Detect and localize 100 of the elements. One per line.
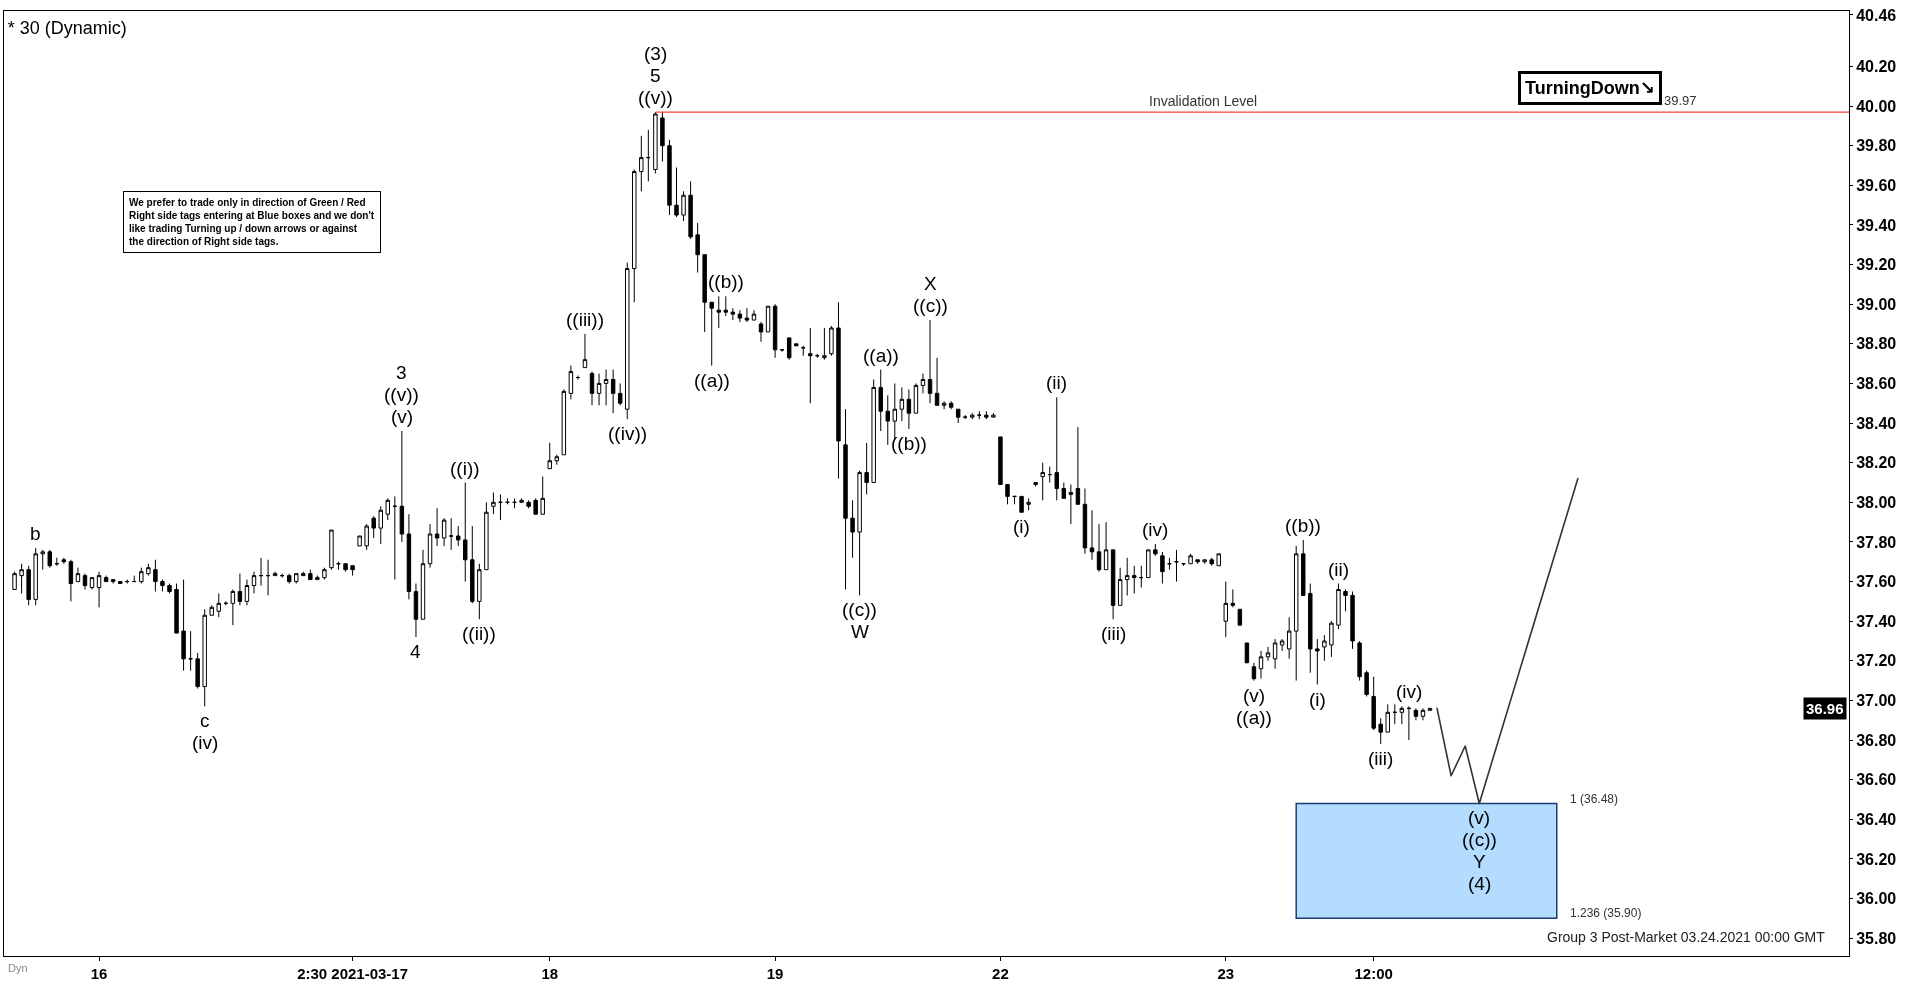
y-tick-label: 38.40	[1856, 414, 1897, 432]
candlestick	[603, 369, 609, 406]
candlestick	[589, 371, 595, 406]
candlestick	[948, 400, 954, 410]
candlestick	[1153, 543, 1158, 557]
candlestick	[343, 563, 348, 573]
candlestick	[188, 630, 193, 672]
candlestick	[1329, 620, 1334, 658]
candlestick	[920, 373, 926, 394]
y-tick-label: 37.60	[1856, 573, 1897, 591]
x-tick-label: 19	[766, 965, 784, 982]
candlestick	[1279, 638, 1285, 652]
candlestick	[357, 535, 362, 547]
candlestick	[1139, 565, 1144, 589]
candlestick	[336, 561, 341, 571]
candlestick	[709, 301, 714, 367]
candlestick	[244, 579, 250, 606]
candlestick	[554, 454, 560, 466]
candlestick	[40, 549, 45, 571]
candlestick	[878, 369, 883, 432]
candlestick	[801, 345, 806, 357]
candlestick	[913, 382, 919, 414]
candlestick	[406, 513, 412, 600]
candlestick	[61, 557, 67, 565]
candlestick	[871, 378, 876, 484]
y-tick-label: 38.20	[1856, 454, 1897, 472]
candlestick	[1103, 521, 1109, 571]
candlestick	[885, 394, 890, 446]
x-tick-label: 12:00	[1354, 965, 1393, 982]
annotation: 4	[410, 641, 421, 662]
x-tick-label: 23	[1217, 965, 1235, 982]
candlestick	[1012, 495, 1017, 505]
candlestick	[674, 167, 679, 218]
candlestick	[1258, 650, 1264, 680]
annotation: ((v))	[638, 87, 673, 108]
candlestick	[624, 262, 630, 420]
annotation: TurningDown↘	[1525, 78, 1655, 98]
annotation: W	[851, 621, 869, 642]
candlestick	[12, 571, 17, 590]
candlestick	[385, 497, 391, 521]
candlestick	[54, 557, 60, 567]
candlestick	[1392, 703, 1398, 725]
candlestick	[174, 583, 179, 634]
candlestick	[1124, 557, 1130, 596]
y-tick-label: 39.00	[1856, 295, 1897, 313]
annotation: ((a))	[1236, 707, 1272, 728]
candlestick	[47, 549, 52, 569]
candlestick	[1110, 549, 1116, 620]
annotation: Y	[1473, 851, 1486, 872]
candlestick	[202, 608, 207, 707]
candlestick	[970, 412, 975, 420]
y-tick-label: 37.20	[1856, 652, 1897, 670]
candlestick	[561, 388, 567, 456]
candlestick	[477, 563, 482, 620]
candlestick	[1286, 616, 1292, 660]
candlestick	[378, 505, 383, 545]
candlestick	[1132, 565, 1137, 594]
candlestick	[758, 321, 764, 343]
candlestick	[695, 222, 700, 274]
candlestick	[1420, 707, 1426, 721]
candlestick	[33, 547, 38, 606]
candlestick	[899, 386, 905, 422]
annotation: (i)	[1013, 516, 1030, 537]
candlestick	[1167, 557, 1172, 571]
candlestick	[639, 135, 644, 192]
candlestick	[1068, 483, 1074, 525]
candlestick	[455, 525, 461, 547]
y-tick-label: 40.20	[1856, 58, 1897, 76]
annotation: 1 (36.48)	[1570, 792, 1619, 806]
candlestick	[1301, 539, 1306, 596]
candlestick	[96, 571, 102, 608]
candlestick	[441, 517, 447, 547]
x-tick-label: 2:30 2021-03-17	[297, 965, 409, 982]
annotation: ((a))	[694, 370, 730, 391]
y-tick-label: 36.20	[1856, 850, 1897, 868]
candlestick	[632, 168, 637, 303]
candlestick	[955, 408, 961, 424]
annotation: (4)	[1468, 873, 1492, 894]
candlestick	[75, 567, 81, 583]
candlestick	[1413, 707, 1419, 721]
candlestick	[1406, 705, 1412, 741]
candlestick	[1322, 634, 1327, 662]
candlestick	[660, 111, 665, 163]
candlestick	[329, 529, 334, 571]
annotation: (i)	[1309, 689, 1326, 710]
candlestick	[1308, 583, 1313, 674]
candlestick	[751, 309, 757, 321]
candlestick	[1378, 717, 1383, 745]
annotation: b	[30, 523, 41, 544]
annotation: ((c))	[842, 599, 877, 620]
candlestick	[1117, 567, 1123, 606]
candlestick	[308, 569, 313, 581]
candlestick	[1216, 553, 1221, 567]
candlestick	[1188, 553, 1193, 565]
annotation: 5	[650, 65, 661, 86]
candlestick	[1160, 551, 1165, 585]
chart-title: * 30 (Dynamic)	[7, 18, 127, 39]
candlestick	[1047, 466, 1052, 484]
y-tick-label: 37.00	[1856, 692, 1897, 710]
candlestick	[786, 337, 792, 361]
